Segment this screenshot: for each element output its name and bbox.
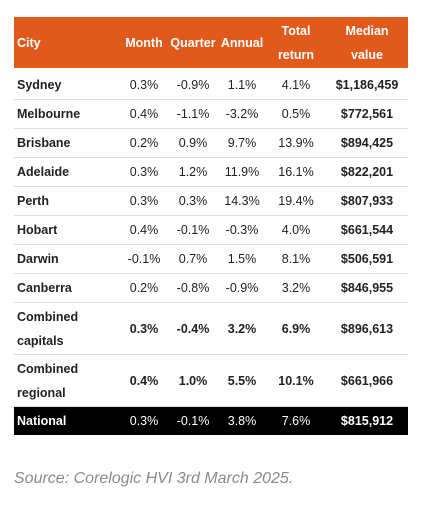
- value-cell: 0.4%: [120, 354, 168, 407]
- value-cell: 16.1%: [266, 157, 326, 187]
- value-cell: 0.7%: [168, 244, 218, 274]
- table-row: Adelaide 0.3% 1.2% 11.9% 16.1% $822,201: [14, 157, 408, 187]
- column-header: Median value: [326, 17, 408, 68]
- value-cell: 0.3%: [120, 68, 168, 100]
- value-cell: 13.9%: [266, 128, 326, 158]
- value-cell: 4.1%: [266, 68, 326, 100]
- city-cell: Sydney: [14, 68, 120, 100]
- value-cell: 0.2%: [120, 128, 168, 158]
- city-cell: Combined regional: [14, 354, 120, 407]
- column-header: City: [14, 17, 120, 68]
- city-cell: Brisbane: [14, 128, 120, 158]
- table-row: Combined regional 0.4% 1.0% 5.5% 10.1% $661,9…: [14, 354, 408, 407]
- city-cell: Adelaide: [14, 157, 120, 187]
- value-cell: 8.1%: [266, 244, 326, 274]
- city-cell: National: [14, 406, 120, 435]
- value-cell: -0.1%: [168, 215, 218, 245]
- value-cell: $772,561: [326, 99, 408, 129]
- city-cell: Darwin: [14, 244, 120, 274]
- value-cell: 0.4%: [120, 215, 168, 245]
- value-cell: -0.9%: [218, 273, 266, 303]
- value-cell: 11.9%: [218, 157, 266, 187]
- city-cell: Melbourne: [14, 99, 120, 129]
- value-cell: $661,544: [326, 215, 408, 245]
- value-cell: -1.1%: [168, 99, 218, 129]
- table-row: National 0.3% -0.1% 3.8% 7.6% $815,912: [14, 406, 408, 435]
- table-row: Perth 0.3% 0.3% 14.3% 19.4% $807,933: [14, 186, 408, 216]
- value-cell: -0.9%: [168, 68, 218, 100]
- value-cell: $661,966: [326, 354, 408, 407]
- value-cell: 0.3%: [168, 186, 218, 216]
- value-cell: $896,613: [326, 302, 408, 355]
- city-cell: Combined capitals: [14, 302, 120, 355]
- column-header: Annual: [218, 17, 266, 68]
- value-cell: 14.3%: [218, 186, 266, 216]
- value-cell: 0.5%: [266, 99, 326, 129]
- value-cell: -0.1%: [168, 406, 218, 435]
- column-header: Quarter: [168, 17, 218, 68]
- value-cell: 19.4%: [266, 186, 326, 216]
- source-note: Source: Corelogic HVI 3rd March 2025.: [14, 470, 294, 487]
- value-cell: 0.3%: [120, 302, 168, 355]
- value-cell: 7.6%: [266, 406, 326, 435]
- value-cell: 9.7%: [218, 128, 266, 158]
- value-cell: 1.1%: [218, 68, 266, 100]
- city-cell: Perth: [14, 186, 120, 216]
- table-row: Combined capitals 0.3% -0.4% 3.2% 6.9% $896,6…: [14, 302, 408, 355]
- value-cell: 0.4%: [120, 99, 168, 129]
- column-header: Total return: [266, 17, 326, 68]
- value-cell: 0.9%: [168, 128, 218, 158]
- table-row: Brisbane 0.2% 0.9% 9.7% 13.9% $894,425: [14, 128, 408, 158]
- value-cell: $1,186,459: [326, 68, 408, 100]
- value-cell: -0.1%: [120, 244, 168, 274]
- table-body: Sydney 0.3% -0.9% 1.1% 4.1% $1,186,459 Melbour…: [14, 68, 408, 435]
- column-header: Month: [120, 17, 168, 68]
- value-cell: -0.8%: [168, 273, 218, 303]
- table-row: Melbourne 0.4% -1.1% -3.2% 0.5% $772,561: [14, 99, 408, 129]
- city-cell: Hobart: [14, 215, 120, 245]
- value-cell: 1.5%: [218, 244, 266, 274]
- value-cell: $807,933: [326, 186, 408, 216]
- value-cell: 6.9%: [266, 302, 326, 355]
- value-cell: 3.2%: [266, 273, 326, 303]
- value-cell: 3.2%: [218, 302, 266, 355]
- value-cell: -0.3%: [218, 215, 266, 245]
- table-row: Sydney 0.3% -0.9% 1.1% 4.1% $1,186,459: [14, 68, 408, 100]
- value-cell: -0.4%: [168, 302, 218, 355]
- value-cell: 3.8%: [218, 406, 266, 435]
- table-row: Darwin -0.1% 0.7% 1.5% 8.1% $506,591: [14, 244, 408, 274]
- value-cell: $894,425: [326, 128, 408, 158]
- value-cell: 1.2%: [168, 157, 218, 187]
- value-cell: 0.3%: [120, 157, 168, 187]
- value-cell: 0.3%: [120, 406, 168, 435]
- table-row: Hobart 0.4% -0.1% -0.3% 4.0% $661,544: [14, 215, 408, 245]
- value-cell: 0.2%: [120, 273, 168, 303]
- table-row: Canberra 0.2% -0.8% -0.9% 3.2% $846,955: [14, 273, 408, 303]
- header-row: City Month Quarter Annual Total return Median…: [14, 17, 408, 68]
- value-cell: 10.1%: [266, 354, 326, 407]
- value-cell: -3.2%: [218, 99, 266, 129]
- value-cell: 0.3%: [120, 186, 168, 216]
- value-cell: $822,201: [326, 157, 408, 187]
- value-cell: 1.0%: [168, 354, 218, 407]
- value-cell: $846,955: [326, 273, 408, 303]
- city-cell: Canberra: [14, 273, 120, 303]
- value-cell: $815,912: [326, 406, 408, 435]
- value-cell: 4.0%: [266, 215, 326, 245]
- value-cell: $506,591: [326, 244, 408, 274]
- value-cell: 5.5%: [218, 354, 266, 407]
- data-table: City Month Quarter Annual Total return Median…: [14, 17, 408, 435]
